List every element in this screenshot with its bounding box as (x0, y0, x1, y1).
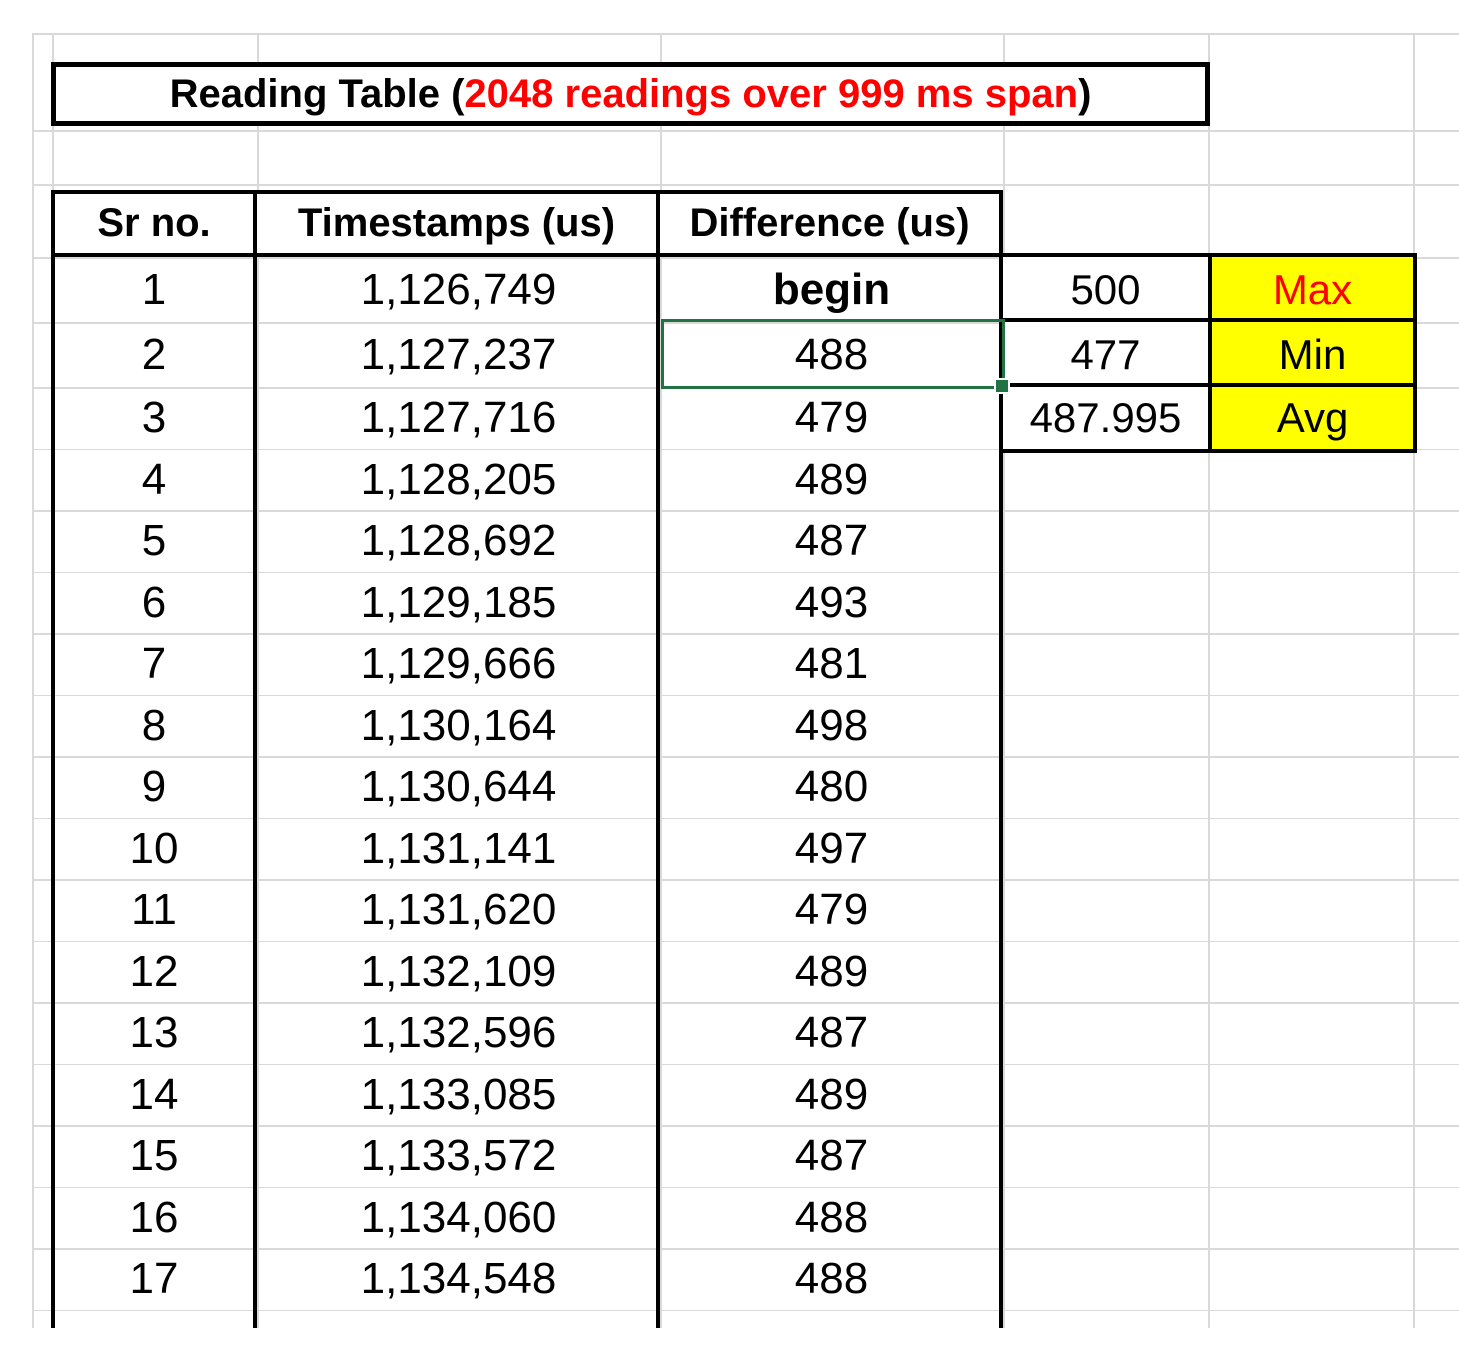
gridline-horizontal (32, 448, 1459, 450)
title-text-prefix: Reading Table ( (169, 71, 465, 116)
max-label-cell[interactable]: Max (1208, 253, 1417, 326)
timestamp-cell-row1[interactable]: 1,126,749 (360, 265, 557, 314)
timestamp-cell-row9[interactable]: 1,130,644 (360, 762, 557, 811)
sr-cell-row4[interactable]: 4 (141, 454, 167, 504)
sr-cell-row14[interactable]: 14 (129, 1069, 179, 1119)
sr-cell-row12[interactable]: 12 (129, 946, 179, 996)
difference-cell-row2[interactable]: 488 (794, 330, 869, 379)
gridline-horizontal (32, 1309, 1459, 1311)
gridline-horizontal (32, 817, 1459, 819)
timestamp-cell-row4[interactable]: 1,128,205 (360, 454, 557, 504)
gridline-vertical (1413, 33, 1415, 1328)
timestamp-cell-row3[interactable]: 1,127,716 (360, 393, 557, 442)
sr-cell-row5[interactable]: 5 (141, 516, 167, 565)
table-border-left (51, 253, 55, 1328)
timestamp-cell-row10[interactable]: 1,131,141 (360, 823, 557, 873)
sr-cell-row2[interactable]: 2 (141, 330, 167, 379)
gridline-horizontal (32, 879, 1459, 881)
difference-cell-row11[interactable]: 479 (794, 885, 869, 934)
difference-cell-row4[interactable]: 489 (794, 454, 869, 504)
sr-cell-row11[interactable]: 11 (131, 885, 177, 934)
difference-cell-row5[interactable]: 487 (794, 516, 869, 565)
sr-cell-row16[interactable]: 16 (129, 1192, 179, 1242)
difference-cell-row14[interactable]: 489 (794, 1069, 869, 1119)
gridline-horizontal (32, 633, 1459, 635)
gridline-horizontal (32, 940, 1459, 942)
column-header-sr-no[interactable]: Sr no. (51, 190, 257, 257)
gridline-vertical (1003, 33, 1005, 1328)
timestamp-cell-row2[interactable]: 1,127,237 (360, 330, 557, 379)
difference-cell-row12[interactable]: 489 (794, 946, 869, 996)
table-border-right (999, 253, 1003, 1328)
gridline-horizontal (32, 257, 1459, 259)
gridline-horizontal (32, 1248, 1459, 1250)
sr-cell-row6[interactable]: 6 (141, 577, 167, 627)
timestamp-cell-row7[interactable]: 1,129,666 (360, 639, 557, 688)
gridline-horizontal (32, 756, 1459, 758)
difference-cell-row7[interactable]: 481 (794, 639, 869, 688)
gridline-horizontal (32, 184, 1459, 186)
fill-handle[interactable] (994, 378, 1010, 394)
sr-cell-row13[interactable]: 13 (129, 1008, 179, 1057)
timestamp-cell-row14[interactable]: 1,133,085 (360, 1069, 557, 1119)
avg-value-cell[interactable]: 487.995 (999, 383, 1212, 453)
gridline-horizontal (32, 1002, 1459, 1004)
title-text-highlight: 2048 readings over 999 ms span (464, 71, 1079, 116)
difference-cell-row15[interactable]: 487 (794, 1131, 869, 1180)
timestamp-cell-row16[interactable]: 1,134,060 (360, 1192, 557, 1242)
gridline-horizontal (32, 33, 1459, 35)
sr-cell-row3[interactable]: 3 (141, 393, 167, 442)
gridline-horizontal (32, 1063, 1459, 1065)
gridline-vertical (660, 33, 662, 1328)
gridline-horizontal (32, 571, 1459, 573)
gridline-horizontal (32, 130, 1459, 132)
gridline-horizontal (32, 694, 1459, 696)
difference-cell-row1[interactable]: begin (772, 265, 891, 314)
gridline-vertical (257, 33, 259, 1328)
difference-cell-row16[interactable]: 488 (794, 1192, 869, 1242)
difference-cell-row17[interactable]: 488 (794, 1254, 869, 1303)
timestamp-cell-row12[interactable]: 1,132,109 (360, 946, 557, 996)
max-value-cell[interactable]: 500 (999, 253, 1212, 326)
difference-cell-row9[interactable]: 480 (794, 762, 869, 811)
difference-cell-row13[interactable]: 487 (794, 1008, 869, 1057)
timestamp-cell-row15[interactable]: 1,133,572 (360, 1131, 557, 1180)
timestamp-cell-row5[interactable]: 1,128,692 (360, 516, 557, 565)
sr-cell-row9[interactable]: 9 (141, 762, 167, 811)
sr-cell-row8[interactable]: 8 (141, 700, 167, 750)
timestamp-cell-row11[interactable]: 1,131,620 (360, 885, 557, 934)
sr-cell-row10[interactable]: 10 (129, 823, 179, 873)
timestamp-cell-row8[interactable]: 1,130,164 (360, 700, 557, 750)
difference-cell-row8[interactable]: 498 (794, 700, 869, 750)
timestamp-cell-row17[interactable]: 1,134,548 (360, 1254, 557, 1303)
gridline-horizontal (32, 510, 1459, 512)
gridline-vertical (32, 33, 34, 1328)
title-text-suffix: ) (1078, 71, 1092, 116)
sr-cell-row1[interactable]: 1 (141, 265, 167, 314)
table-border-col2 (656, 253, 660, 1328)
avg-label-cell[interactable]: Avg (1208, 383, 1417, 453)
selected-cell-outline (661, 319, 1010, 394)
table-border-col1 (253, 253, 257, 1328)
timestamp-cell-row6[interactable]: 1,129,185 (360, 577, 557, 627)
gridline-vertical (1208, 33, 1210, 1328)
difference-cell-row6[interactable]: 493 (794, 577, 869, 627)
min-value-cell[interactable]: 477 (999, 318, 1212, 391)
title-cell[interactable]: Reading Table (2048 readings over 999 ms… (51, 62, 1210, 126)
difference-cell-row3[interactable]: 479 (794, 393, 869, 442)
gridline-horizontal (32, 1186, 1459, 1188)
gridline-horizontal (32, 322, 1459, 324)
sr-cell-row7[interactable]: 7 (141, 639, 167, 688)
sr-cell-row15[interactable]: 15 (129, 1131, 179, 1180)
column-header-difference[interactable]: Difference (us) (656, 190, 1003, 257)
column-header-timestamps[interactable]: Timestamps (us) (253, 190, 660, 257)
min-label-cell[interactable]: Min (1208, 318, 1417, 391)
sr-cell-row17[interactable]: 17 (129, 1254, 179, 1303)
gridline-horizontal (32, 1125, 1459, 1127)
difference-cell-row10[interactable]: 497 (794, 823, 869, 873)
timestamp-cell-row13[interactable]: 1,132,596 (360, 1008, 557, 1057)
